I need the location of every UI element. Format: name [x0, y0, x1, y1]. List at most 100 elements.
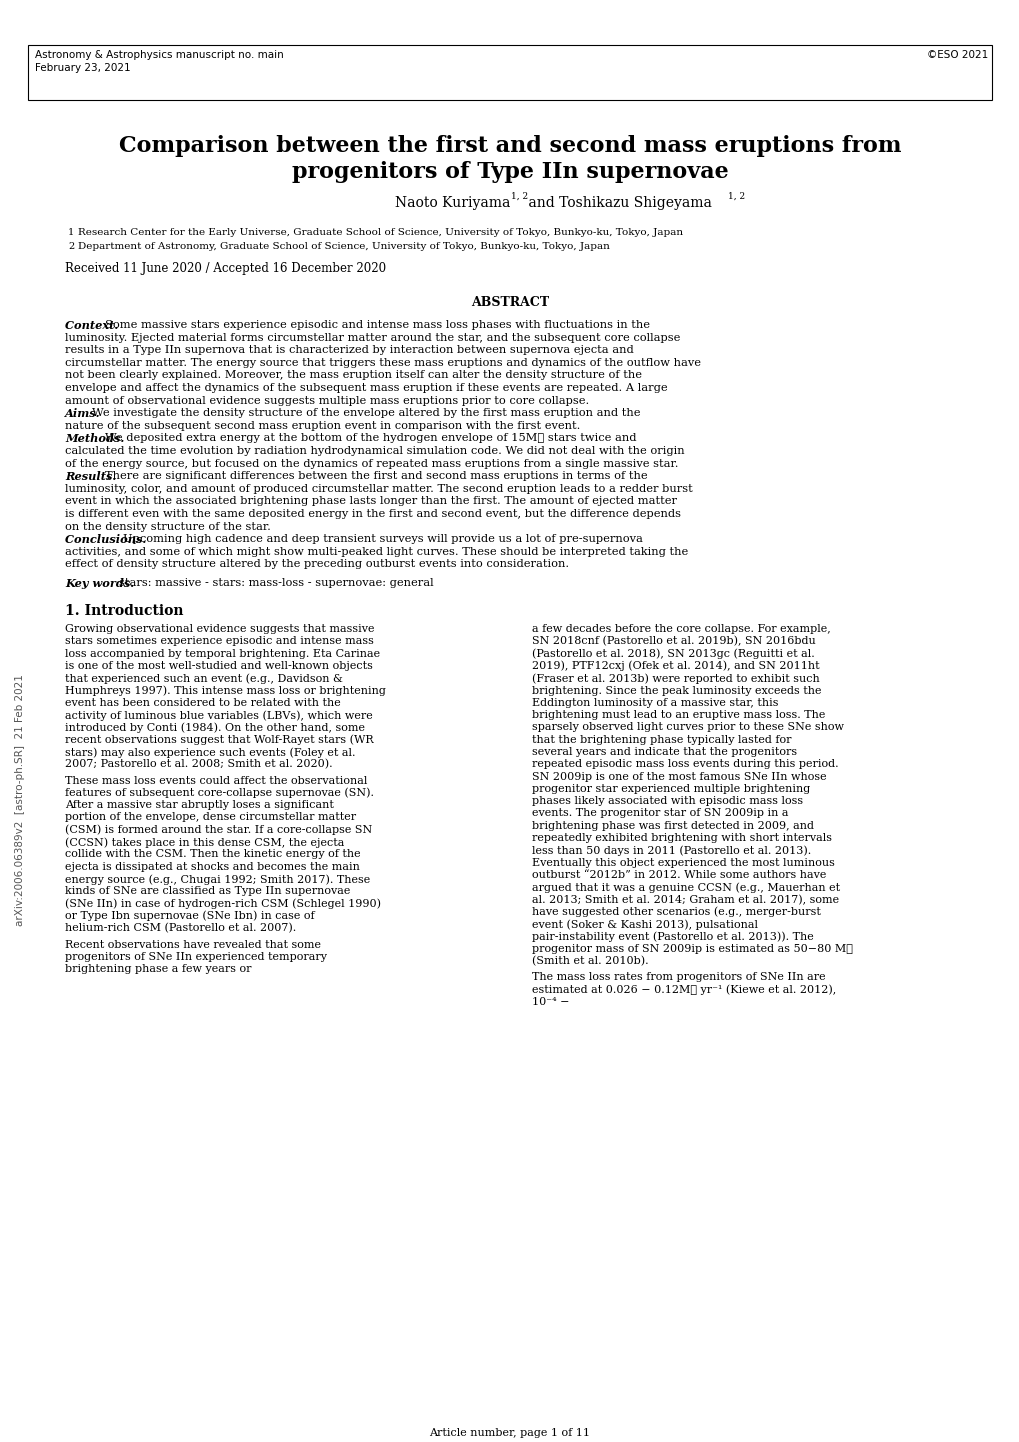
Text: is different even with the same deposited energy in the first and second event, : is different even with the same deposite…	[65, 509, 681, 519]
Text: Conclusions.: Conclusions.	[65, 534, 150, 545]
Text: introduced by Conti (1984). On the other hand, some: introduced by Conti (1984). On the other…	[65, 722, 365, 733]
Text: Humphreys 1997). This intense mass loss or brightening: Humphreys 1997). This intense mass loss …	[65, 685, 385, 696]
Bar	[28, 45, 991, 99]
Text: Astronomy & Astrophysics manuscript no. main: Astronomy & Astrophysics manuscript no. …	[35, 50, 283, 61]
Text: phases likely associated with episodic mass loss: phases likely associated with episodic m…	[532, 796, 802, 806]
Text: al. 2013; Smith et al. 2014; Graham et al. 2017), some: al. 2013; Smith et al. 2014; Graham et a…	[532, 894, 839, 906]
Text: have suggested other scenarios (e.g., merger-burst: have suggested other scenarios (e.g., me…	[532, 907, 820, 917]
Text: 2: 2	[68, 242, 74, 251]
Text: (SNe IIn) in case of hydrogen-rich CSM (Schlegel 1990): (SNe IIn) in case of hydrogen-rich CSM (…	[65, 898, 381, 908]
Text: Aims.: Aims.	[65, 408, 105, 420]
Text: features of subsequent core-collapse supernovae (SN).: features of subsequent core-collapse sup…	[65, 787, 374, 799]
Text: February 23, 2021: February 23, 2021	[35, 63, 130, 74]
Text: calculated the time evolution by radiation hydrodynamical simulation code. We di: calculated the time evolution by radiati…	[65, 446, 684, 456]
Text: that experienced such an event (e.g., Davidson &: that experienced such an event (e.g., Da…	[65, 673, 342, 684]
Text: stars sometimes experience episodic and intense mass: stars sometimes experience episodic and …	[65, 636, 374, 646]
Text: (CSM) is formed around the star. If a core-collapse SN: (CSM) is formed around the star. If a co…	[65, 825, 372, 835]
Text: a few decades before the core collapse. For example,: a few decades before the core collapse. …	[532, 624, 829, 634]
Text: that the brightening phase typically lasted for: that the brightening phase typically las…	[532, 735, 791, 744]
Text: brightening phase was first detected in 2009, and: brightening phase was first detected in …	[532, 820, 813, 831]
Text: Eddington luminosity of a massive star, this: Eddington luminosity of a massive star, …	[532, 698, 777, 708]
Text: several years and indicate that the progenitors: several years and indicate that the prog…	[532, 747, 796, 757]
Text: Eventually this object experienced the most luminous: Eventually this object experienced the m…	[532, 858, 835, 868]
Text: activities, and some of which might show multi-peaked light curves. These should: activities, and some of which might show…	[65, 547, 688, 557]
Text: Research Center for the Early Universe, Graduate School of Science, University o: Research Center for the Early Universe, …	[77, 228, 683, 236]
Text: events. The progenitor star of SN 2009ip in a: events. The progenitor star of SN 2009ip…	[532, 809, 788, 819]
Text: effect of density structure altered by the preceding outburst events into consid: effect of density structure altered by t…	[65, 559, 569, 570]
Text: 10⁻⁴ −: 10⁻⁴ −	[532, 996, 569, 1007]
Text: on the density structure of the star.: on the density structure of the star.	[65, 522, 271, 532]
Text: brightening phase a few years or: brightening phase a few years or	[65, 965, 252, 975]
Text: less than 50 days in 2011 (Pastorello et al. 2013).: less than 50 days in 2011 (Pastorello et…	[532, 845, 810, 857]
Text: ABSTRACT: ABSTRACT	[471, 296, 548, 309]
Text: recent observations suggest that Wolf-Rayet stars (WR: recent observations suggest that Wolf-Ra…	[65, 735, 373, 746]
Text: progenitors of Type IIn supernovae: progenitors of Type IIn supernovae	[291, 162, 728, 183]
Text: is one of the most well-studied and well-known objects: is one of the most well-studied and well…	[65, 660, 373, 671]
Text: event (Soker & Kashi 2013), pulsational: event (Soker & Kashi 2013), pulsational	[532, 919, 757, 930]
Text: Article number, page 1 of 11: Article number, page 1 of 11	[429, 1428, 590, 1438]
Text: 1, 2: 1, 2	[728, 192, 745, 200]
Text: (Pastorello et al. 2018), SN 2013gc (Reguitti et al.: (Pastorello et al. 2018), SN 2013gc (Reg…	[532, 649, 814, 659]
Text: helium-rich CSM (Pastorello et al. 2007).: helium-rich CSM (Pastorello et al. 2007)…	[65, 923, 296, 933]
Text: stars: massive - stars: mass-loss - supernovae: general: stars: massive - stars: mass-loss - supe…	[118, 578, 433, 588]
Text: Department of Astronomy, Graduate School of Science, University of Tokyo, Bunkyo: Department of Astronomy, Graduate School…	[77, 242, 609, 251]
Text: These mass loss events could affect the observational: These mass loss events could affect the …	[65, 776, 367, 786]
Text: (CCSN) takes place in this dense CSM, the ejecta: (CCSN) takes place in this dense CSM, th…	[65, 838, 344, 848]
Text: 2019), PTF12cxj (Ofek et al. 2014), and SN 2011ht: 2019), PTF12cxj (Ofek et al. 2014), and …	[532, 660, 819, 672]
Text: brightening. Since the peak luminosity exceeds the: brightening. Since the peak luminosity e…	[532, 685, 820, 695]
Text: (Smith et al. 2010b).: (Smith et al. 2010b).	[532, 956, 648, 966]
Text: 1, 2: 1, 2	[511, 192, 528, 200]
Text: event has been considered to be related with the: event has been considered to be related …	[65, 698, 340, 708]
Text: circumstellar matter. The energy source that triggers these mass eruptions and d: circumstellar matter. The energy source …	[65, 358, 700, 368]
Text: Key words.: Key words.	[65, 578, 142, 588]
Text: Results.: Results.	[65, 472, 120, 482]
Text: progenitor mass of SN 2009ip is estimated as 50−80 M☉: progenitor mass of SN 2009ip is estimate…	[532, 945, 852, 953]
Text: estimated at 0.026 − 0.12M☉ yr⁻¹ (Kiewe et al. 2012),: estimated at 0.026 − 0.12M☉ yr⁻¹ (Kiewe …	[532, 985, 836, 995]
Text: Recent observations have revealed that some: Recent observations have revealed that s…	[65, 940, 321, 949]
Text: Methods.: Methods.	[65, 434, 128, 444]
Text: luminosity, color, and amount of produced circumstellar matter. The second erupt: luminosity, color, and amount of produce…	[65, 485, 692, 493]
Text: Some massive stars experience episodic and intense mass loss phases with fluctua: Some massive stars experience episodic a…	[105, 320, 649, 330]
Text: brightening must lead to an eruptive mass loss. The: brightening must lead to an eruptive mas…	[532, 709, 824, 720]
Text: envelope and affect the dynamics of the subsequent mass eruption if these events: envelope and affect the dynamics of the …	[65, 384, 667, 394]
Text: Comparison between the first and second mass eruptions from: Comparison between the first and second …	[118, 136, 901, 157]
Text: argued that it was a genuine CCSN (e.g., Mauerhan et: argued that it was a genuine CCSN (e.g.,…	[532, 883, 840, 893]
Text: pair-instability event (Pastorello et al. 2013)). The: pair-instability event (Pastorello et al…	[532, 932, 813, 942]
Text: or Type Ibn supernovae (SNe Ibn) in case of: or Type Ibn supernovae (SNe Ibn) in case…	[65, 911, 314, 921]
Text: After a massive star abruptly loses a significant: After a massive star abruptly loses a si…	[65, 800, 333, 810]
Text: There are significant differences between the first and second mass eruptions in: There are significant differences betwee…	[105, 472, 647, 482]
Text: amount of observational evidence suggests multiple mass eruptions prior to core : amount of observational evidence suggest…	[65, 395, 589, 405]
Text: not been clearly explained. Moreover, the mass eruption itself can alter the den: not been clearly explained. Moreover, th…	[65, 371, 641, 381]
Text: (Fraser et al. 2013b) were reported to exhibit such: (Fraser et al. 2013b) were reported to e…	[532, 673, 819, 684]
Text: We investigate the density structure of the envelope altered by the first mass e: We investigate the density structure of …	[92, 408, 640, 418]
Text: and Toshikazu Shigeyama: and Toshikazu Shigeyama	[524, 196, 711, 211]
Text: 1: 1	[68, 228, 74, 236]
Text: Context.: Context.	[65, 320, 122, 332]
Text: outburst “2012b” in 2012. While some authors have: outburst “2012b” in 2012. While some aut…	[532, 870, 825, 880]
Text: Upcoming high cadence and deep transient surveys will provide us a lot of pre-su: Upcoming high cadence and deep transient…	[123, 534, 642, 544]
Text: luminosity. Ejected material forms circumstellar matter around the star, and the: luminosity. Ejected material forms circu…	[65, 333, 680, 343]
Text: We deposited extra energy at the bottom of the hydrogen envelope of 15M☉ stars t: We deposited extra energy at the bottom …	[105, 434, 636, 443]
Text: portion of the envelope, dense circumstellar matter: portion of the envelope, dense circumste…	[65, 812, 356, 822]
Text: kinds of SNe are classified as Type IIn supernovae: kinds of SNe are classified as Type IIn …	[65, 887, 351, 897]
Text: activity of luminous blue variables (LBVs), which were: activity of luminous blue variables (LBV…	[65, 709, 372, 721]
Text: SN 2009ip is one of the most famous SNe IIn whose: SN 2009ip is one of the most famous SNe …	[532, 771, 825, 782]
Text: ©ESO 2021: ©ESO 2021	[926, 50, 987, 61]
Text: 1. Introduction: 1. Introduction	[65, 604, 183, 619]
Text: energy source (e.g., Chugai 1992; Smith 2017). These: energy source (e.g., Chugai 1992; Smith …	[65, 874, 370, 884]
Text: loss accompanied by temporal brightening. Eta Carinae: loss accompanied by temporal brightening…	[65, 649, 380, 659]
Text: collide with the CSM. Then the kinetic energy of the: collide with the CSM. Then the kinetic e…	[65, 849, 361, 859]
Text: Received 11 June 2020 / Accepted 16 December 2020: Received 11 June 2020 / Accepted 16 Dece…	[65, 262, 386, 275]
Text: progenitors of SNe IIn experienced temporary: progenitors of SNe IIn experienced tempo…	[65, 952, 327, 962]
Text: progenitor star experienced multiple brightening: progenitor star experienced multiple bri…	[532, 784, 809, 795]
Text: of the energy source, but focused on the dynamics of repeated mass eruptions fro: of the energy source, but focused on the…	[65, 459, 678, 469]
Text: arXiv:2006.06389v2  [astro-ph.SR]  21 Feb 2021: arXiv:2006.06389v2 [astro-ph.SR] 21 Feb …	[15, 673, 25, 926]
Text: ejecta is dissipated at shocks and becomes the main: ejecta is dissipated at shocks and becom…	[65, 862, 360, 872]
Text: The mass loss rates from progenitors of SNe IIn are: The mass loss rates from progenitors of …	[532, 972, 824, 982]
Text: repeated episodic mass loss events during this period.: repeated episodic mass loss events durin…	[532, 760, 838, 769]
Text: event in which the associated brightening phase lasts longer than the first. The: event in which the associated brightenin…	[65, 496, 677, 506]
Text: Growing observational evidence suggests that massive: Growing observational evidence suggests …	[65, 624, 374, 634]
Text: nature of the subsequent second mass eruption event in comparison with the first: nature of the subsequent second mass eru…	[65, 421, 580, 431]
Text: stars) may also experience such events (Foley et al.: stars) may also experience such events (…	[65, 747, 356, 757]
Text: Naoto Kuriyama: Naoto Kuriyama	[394, 196, 510, 211]
